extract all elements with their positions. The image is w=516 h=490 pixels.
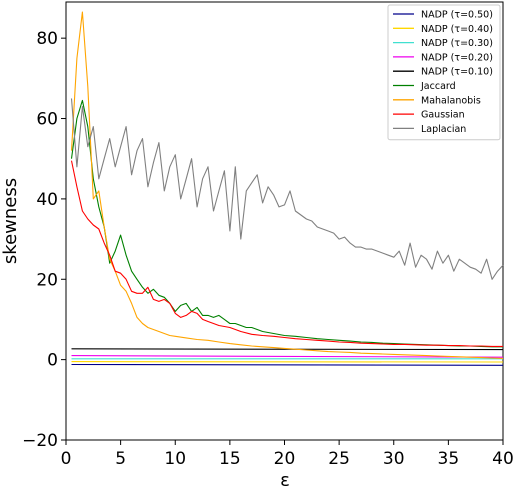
x-tick-label: 25 <box>328 449 350 469</box>
legend-label: NADP (τ=0.30) <box>421 38 493 49</box>
series-layer <box>70 11 504 366</box>
x-tick-label: 10 <box>164 449 186 469</box>
legend-label: NADP (τ=0.40) <box>421 24 493 35</box>
x-tick-label: 5 <box>115 449 126 469</box>
x-tick-label: 30 <box>383 449 405 469</box>
y-tick-label: 0 <box>47 351 58 371</box>
series-line-9 <box>70 98 504 280</box>
legend: NADP (τ=0.50) NADP (τ=0.40) NADP (τ=0.30) N… <box>387 4 501 141</box>
series-line-5 <box>71 348 504 351</box>
x-tick-label: 20 <box>274 449 296 469</box>
x-tick-label: 35 <box>438 449 460 469</box>
legend-label: Jaccard <box>420 81 456 92</box>
x-tick-label: 0 <box>61 449 72 469</box>
legend-label: NADP (τ=0.20) <box>421 52 493 63</box>
series-line-1 <box>71 363 504 366</box>
legend-label: Mahalanobis <box>421 95 481 106</box>
y-tick-label: −20 <box>22 431 58 451</box>
legend-label: NADP (τ=0.10) <box>421 67 493 78</box>
series-line-7 <box>70 11 504 359</box>
x-tick-label: 40 <box>492 449 514 469</box>
legend-label: Gaussian <box>421 110 465 121</box>
y-tick-label: 40 <box>36 190 58 210</box>
y-tick-label: 20 <box>36 270 58 290</box>
y-tick-label: 60 <box>36 110 58 130</box>
y-tick-label: 80 <box>36 29 58 49</box>
series-line-6 <box>70 99 503 348</box>
legend-box <box>387 4 501 141</box>
x-axis-label: ε <box>280 470 290 490</box>
series-line-8 <box>70 160 503 347</box>
y-axis-label: skewness <box>0 178 21 264</box>
legend-label: Laplacian <box>421 124 466 135</box>
series-line-4 <box>71 355 504 358</box>
x-tick-label: 15 <box>219 449 241 469</box>
legend-label: NADP (τ=0.50) <box>421 10 493 21</box>
